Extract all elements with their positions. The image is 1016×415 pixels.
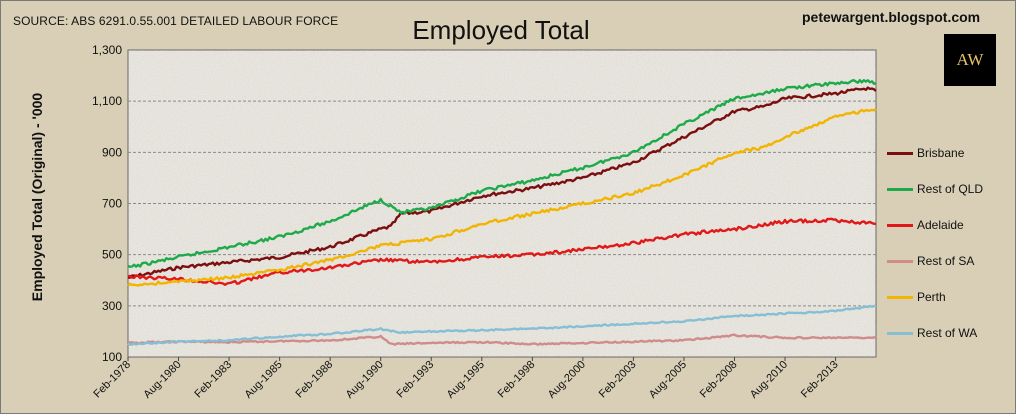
legend-label: Rest of SA xyxy=(917,254,975,268)
series-line-brisbane xyxy=(127,86,877,279)
x-tick-label: Feb-2003 xyxy=(597,359,639,401)
legend-swatch xyxy=(887,152,913,155)
plot-area xyxy=(127,49,877,358)
series-line-adelaide xyxy=(127,217,877,286)
legend-label: Perth xyxy=(917,290,946,304)
blog-url[interactable]: petewargent.blogspot.com xyxy=(802,9,981,25)
source-note: SOURCE: ABS 6291.0.55.001 DETAILED LABOU… xyxy=(13,14,339,28)
x-tick-label: Feb-1988 xyxy=(293,359,335,401)
y-axis-label: Employed Total (Original) - '000 xyxy=(29,92,45,302)
y-tick-label: 1,300 xyxy=(92,43,122,57)
x-tick-label: Feb-2013 xyxy=(799,359,841,401)
y-tick-label: 300 xyxy=(102,299,122,313)
legend-label: Rest of WA xyxy=(917,326,978,340)
y-axis: 100 300 500 700 900 1,100 1,300 xyxy=(92,43,122,364)
plot-texture xyxy=(128,50,876,357)
x-axis: Feb-1978 Aug-1980 Feb-1983 Aug-1985 Feb-1988… xyxy=(91,357,841,401)
chart-title: Employed Total xyxy=(412,15,590,45)
x-tick-label: Feb-1998 xyxy=(496,359,538,401)
x-tick-label: Aug-1985 xyxy=(243,359,285,401)
series-layer xyxy=(127,79,877,346)
x-tick-label: Aug-2010 xyxy=(748,359,790,401)
x-tick-label: Feb-2008 xyxy=(698,359,740,401)
x-tick-label: Aug-2000 xyxy=(546,359,588,401)
y-tick-label: 700 xyxy=(102,197,122,211)
x-tick-label: Aug-1980 xyxy=(141,359,183,401)
series-line-rest-of-sa xyxy=(127,333,877,346)
x-tick-label: Aug-1995 xyxy=(445,359,487,401)
legend-swatch xyxy=(887,224,913,227)
legend: Brisbane Rest of QLD Adelaide Rest of SA… xyxy=(887,146,1007,362)
legend-item-rest-of-qld: Rest of QLD xyxy=(887,182,1007,218)
series-line-rest-of-qld xyxy=(127,79,877,268)
y-tick-label: 900 xyxy=(102,145,122,159)
legend-item-adelaide: Adelaide xyxy=(887,218,1007,254)
legend-item-rest-of-sa: Rest of SA xyxy=(887,254,1007,290)
series-line-perth xyxy=(127,107,877,287)
logo-text: AW xyxy=(956,50,984,69)
legend-item-perth: Perth xyxy=(887,290,1007,326)
x-tick-label: Aug-1990 xyxy=(344,359,386,401)
y-tick-label: 100 xyxy=(102,350,122,364)
legend-swatch xyxy=(887,260,913,263)
legend-swatch xyxy=(887,188,913,191)
x-tick-label: Feb-1978 xyxy=(91,359,133,401)
legend-item-brisbane: Brisbane xyxy=(887,146,1007,182)
legend-label: Brisbane xyxy=(917,146,965,160)
aw-logo: AW xyxy=(944,34,996,86)
legend-label: Rest of QLD xyxy=(917,182,984,196)
legend-swatch xyxy=(887,296,913,299)
y-tick-label: 1,100 xyxy=(92,94,122,108)
legend-item-rest-of-wa: Rest of WA xyxy=(887,326,1007,362)
y-tick-label: 500 xyxy=(102,248,122,262)
legend-label: Adelaide xyxy=(917,218,964,232)
x-tick-label: Aug-2005 xyxy=(647,359,689,401)
x-tick-label: Feb-1983 xyxy=(192,359,234,401)
series-line-rest-of-wa xyxy=(127,304,877,346)
legend-swatch xyxy=(887,332,913,335)
x-tick-label: Feb-1993 xyxy=(395,359,437,401)
